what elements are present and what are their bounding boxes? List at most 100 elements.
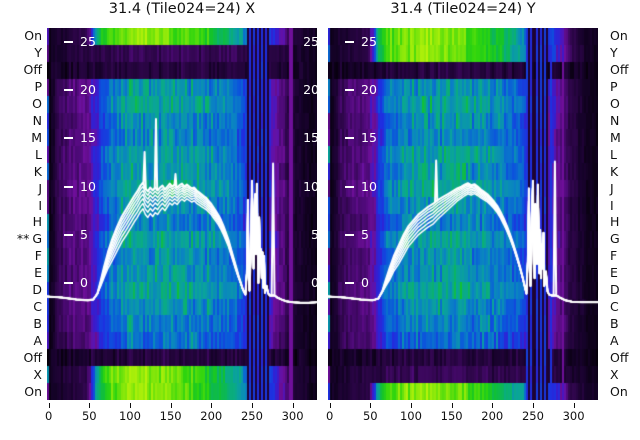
row-label-left-x-20: X	[33, 366, 42, 382]
y-tick-label-inner-right: 5	[311, 226, 317, 242]
row-label-right-n-5: N	[610, 113, 620, 128]
row-label-right-p-3: P	[610, 79, 618, 95]
y-tick-value: 10	[361, 178, 377, 194]
row-label-right-c-16: C	[610, 299, 619, 314]
row-label-left-off-2: Off	[23, 62, 42, 78]
y-tick-label-inner-left: 25	[64, 34, 96, 50]
y-tick-value: 20	[80, 82, 96, 98]
row-label-right-k-8: K	[610, 163, 619, 179]
x-tick-label: 200	[200, 409, 223, 423]
row-label-left-i-10: I	[38, 197, 42, 213]
y-tick-label-inner-left: 0	[64, 275, 88, 291]
row-label-left-on-0: On	[24, 28, 42, 44]
y-tick-dash	[64, 137, 73, 140]
plot-x-title: 31.4 (Tile024=24) X	[108, 1, 256, 17]
x-tick-mark	[532, 403, 534, 408]
y-tick-label-inner-right: 15	[303, 130, 317, 146]
x-tick-mark	[211, 403, 213, 408]
x-tick-label: 0	[325, 409, 334, 423]
row-label-right-a-18: A	[610, 332, 619, 348]
y-tick-dash	[345, 137, 354, 140]
row-label-left-o-4: O	[32, 96, 42, 112]
row-label-left-off-19: Off	[23, 349, 42, 365]
x-tick-mark	[48, 403, 50, 408]
y-tick-value: 15	[80, 130, 96, 146]
row-label-left-h-11: H	[32, 214, 42, 230]
x-tick-mark	[492, 403, 494, 408]
y-tick-label-inner-left: 5	[345, 227, 369, 243]
y-tick-label-inner-right: 10	[303, 178, 317, 194]
x-tick-label: 150	[159, 409, 182, 423]
y-tick-dash	[64, 41, 73, 43]
y-tick-label-inner-left: 20	[345, 82, 377, 98]
x-tick-label: 50	[81, 409, 97, 423]
x-tick-mark	[292, 403, 294, 408]
row-label-right-off-19: Off	[610, 349, 629, 365]
y-tick-value: 0	[80, 275, 88, 290]
y-tick-label-inner-left: 0	[345, 275, 369, 291]
y-tick-value: 10	[80, 178, 96, 194]
x-tick-label: 300	[281, 409, 304, 423]
y-tick-value: 15	[361, 130, 377, 146]
row-label-right-x-20: X	[610, 366, 619, 382]
row-label-left-n-5: N	[32, 113, 42, 128]
x-tick-mark	[410, 403, 412, 408]
y-tick-dash	[64, 233, 73, 236]
y-tick-label-inner-left: 20	[64, 82, 96, 98]
y-tick-dash	[64, 185, 73, 188]
row-label-right-b-17: B	[610, 315, 619, 331]
row-label-right-i-10: I	[610, 197, 614, 213]
x-tick-mark	[451, 403, 453, 408]
row-label-left-d-15: D	[32, 282, 42, 298]
row-label-right-d-15: D	[610, 282, 620, 298]
heatmap-canvas-y	[328, 28, 598, 400]
row-label-left-l-7: L	[35, 146, 42, 162]
y-tick-dash	[64, 89, 73, 92]
row-label-left-e-14: E	[34, 265, 42, 281]
row-label-right-e-14: E	[610, 265, 618, 281]
row-label-right-on-0: On	[610, 28, 628, 44]
y-tick-label-inner-left: 10	[64, 179, 96, 195]
y-tick-value: 20	[361, 82, 377, 98]
row-label-right-off-2: Off	[610, 62, 629, 78]
row-label-left-c-16: C	[33, 299, 42, 314]
y-tick-label-inner-left: 25	[345, 34, 377, 50]
y-tick-dash	[345, 89, 354, 92]
x-tick-label: 200	[481, 409, 504, 423]
row-label-right-o-4: O	[610, 96, 620, 112]
y-tick-dash	[345, 41, 354, 43]
y-tick-dash	[64, 282, 73, 284]
row-label-left-on-21: On	[24, 383, 42, 399]
y-tick-dash	[345, 233, 354, 236]
x-tick-label: 300	[562, 409, 585, 423]
y-tick-label-inner-right: 0	[311, 275, 317, 290]
row-label-right-f-13: F	[610, 248, 618, 264]
y-tick-value: 25	[80, 34, 96, 49]
y-tick-label-inner-right: 25	[303, 34, 317, 49]
row-label-right-on-21: On	[610, 383, 628, 399]
plot-y-title: 31.4 (Tile024=24) Y	[390, 1, 536, 17]
heatmap-plot-x: 25 25 20 20 15 15 10 10 5 5 0 0	[47, 28, 317, 400]
x-tick-label: 100	[399, 409, 422, 423]
y-tick-value: 25	[361, 34, 377, 49]
x-tick-mark	[170, 403, 172, 408]
x-tick-label: 50	[362, 409, 378, 423]
x-tick-mark	[329, 403, 331, 408]
row-label-right-m-6: M	[610, 129, 621, 145]
x-tick-mark	[129, 403, 131, 408]
row-label-right-y-1: Y	[610, 45, 618, 61]
y-tick-value: 5	[80, 226, 88, 242]
x-tick-label: 250	[521, 409, 544, 423]
y-tick-label-inner-left: 15	[64, 130, 96, 146]
row-label-left-k-8: K	[33, 163, 42, 179]
y-tick-label-inner-left: 5	[64, 227, 88, 243]
row-label-left-g-12: ** G	[16, 231, 42, 247]
row-label-left-a-18: A	[33, 332, 42, 348]
row-label-left-b-17: B	[33, 315, 42, 331]
x-tick-mark	[370, 403, 372, 408]
heatmap-canvas-x	[47, 28, 317, 400]
row-label-right-h-11: H	[610, 214, 620, 230]
y-tick-dash	[345, 282, 354, 284]
y-tick-label-inner-left: 10	[345, 179, 377, 195]
